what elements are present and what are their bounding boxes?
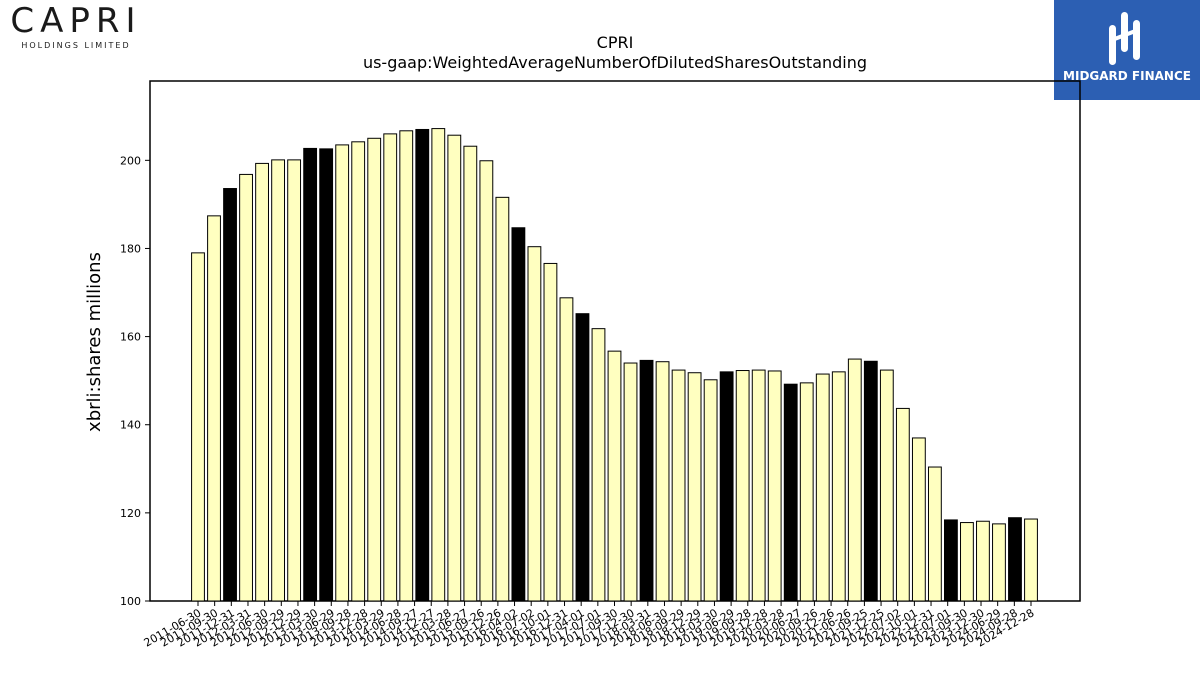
y-tick-label: 100 bbox=[120, 595, 141, 608]
midgard-finance-logo: MIDGARD FINANCE bbox=[1054, 0, 1200, 100]
y-tick-label: 120 bbox=[120, 507, 141, 520]
bar bbox=[976, 520, 990, 602]
y-axis: 100 120 140 160 180 200 bbox=[120, 154, 150, 608]
bar bbox=[1024, 518, 1038, 602]
bar bbox=[1008, 517, 1022, 602]
bar bbox=[623, 362, 638, 602]
bar bbox=[271, 159, 286, 602]
bar bbox=[671, 369, 686, 602]
bar bbox=[287, 159, 302, 602]
bar bbox=[655, 361, 670, 602]
bar bbox=[847, 358, 862, 602]
bar bbox=[591, 328, 606, 602]
y-tick-label: 200 bbox=[120, 154, 141, 167]
bar bbox=[399, 130, 414, 602]
bar bbox=[879, 369, 894, 602]
bar bbox=[559, 297, 574, 602]
bar bbox=[447, 134, 462, 602]
bar bbox=[319, 148, 334, 602]
bar bbox=[335, 144, 350, 602]
bar bbox=[511, 227, 526, 602]
bar bbox=[383, 133, 398, 602]
bar bbox=[799, 382, 814, 602]
bar bbox=[960, 522, 974, 602]
bar bbox=[927, 466, 942, 602]
bar bbox=[863, 360, 878, 602]
y-tick-label: 180 bbox=[120, 242, 141, 255]
bar bbox=[607, 350, 622, 602]
x-axis: 2011-06-302011-09-302011-12-312012-03-31… bbox=[142, 601, 1037, 650]
bar bbox=[207, 215, 221, 602]
bar bbox=[495, 196, 510, 602]
bar bbox=[911, 437, 926, 602]
bar bbox=[783, 383, 798, 602]
bar bbox=[735, 370, 750, 602]
bar bbox=[992, 523, 1006, 602]
bars-group bbox=[191, 128, 1038, 602]
bar bbox=[527, 246, 542, 602]
bar bbox=[767, 370, 782, 602]
bar bbox=[895, 407, 910, 602]
bar bbox=[431, 128, 446, 602]
midgard-m-icon bbox=[1109, 12, 1140, 65]
bar bbox=[223, 188, 237, 602]
bar bbox=[239, 173, 253, 602]
bar bbox=[944, 519, 958, 602]
bar bbox=[191, 252, 205, 602]
y-tick-label: 140 bbox=[120, 419, 141, 432]
chart-subtitle: us-gaap:WeightedAverageNumberOfDilutedSh… bbox=[363, 53, 867, 72]
bar bbox=[751, 369, 766, 602]
bar bbox=[639, 359, 654, 602]
bar bbox=[687, 372, 702, 602]
bar bbox=[415, 128, 430, 602]
bar bbox=[575, 313, 590, 602]
bar bbox=[831, 371, 846, 602]
capri-subtitle: HOLDINGS LIMITED bbox=[21, 41, 130, 50]
bar bbox=[703, 379, 718, 602]
bar bbox=[719, 371, 734, 602]
bar bbox=[463, 145, 478, 602]
bar bbox=[479, 160, 494, 602]
bar bbox=[255, 162, 269, 602]
bar bbox=[303, 147, 318, 602]
midgard-wordmark: MIDGARD FINANCE bbox=[1063, 69, 1191, 83]
bar bbox=[351, 141, 366, 602]
y-tick-label: 160 bbox=[120, 331, 141, 344]
bar bbox=[543, 262, 558, 602]
chart-title: CPRI bbox=[597, 33, 634, 52]
bar bbox=[815, 373, 830, 602]
capri-logo: CAPRI HOLDINGS LIMITED bbox=[0, 0, 160, 60]
bar bbox=[367, 137, 382, 602]
y-axis-label: xbrli:shares millions bbox=[84, 252, 105, 432]
capri-wordmark: CAPRI bbox=[10, 1, 141, 41]
